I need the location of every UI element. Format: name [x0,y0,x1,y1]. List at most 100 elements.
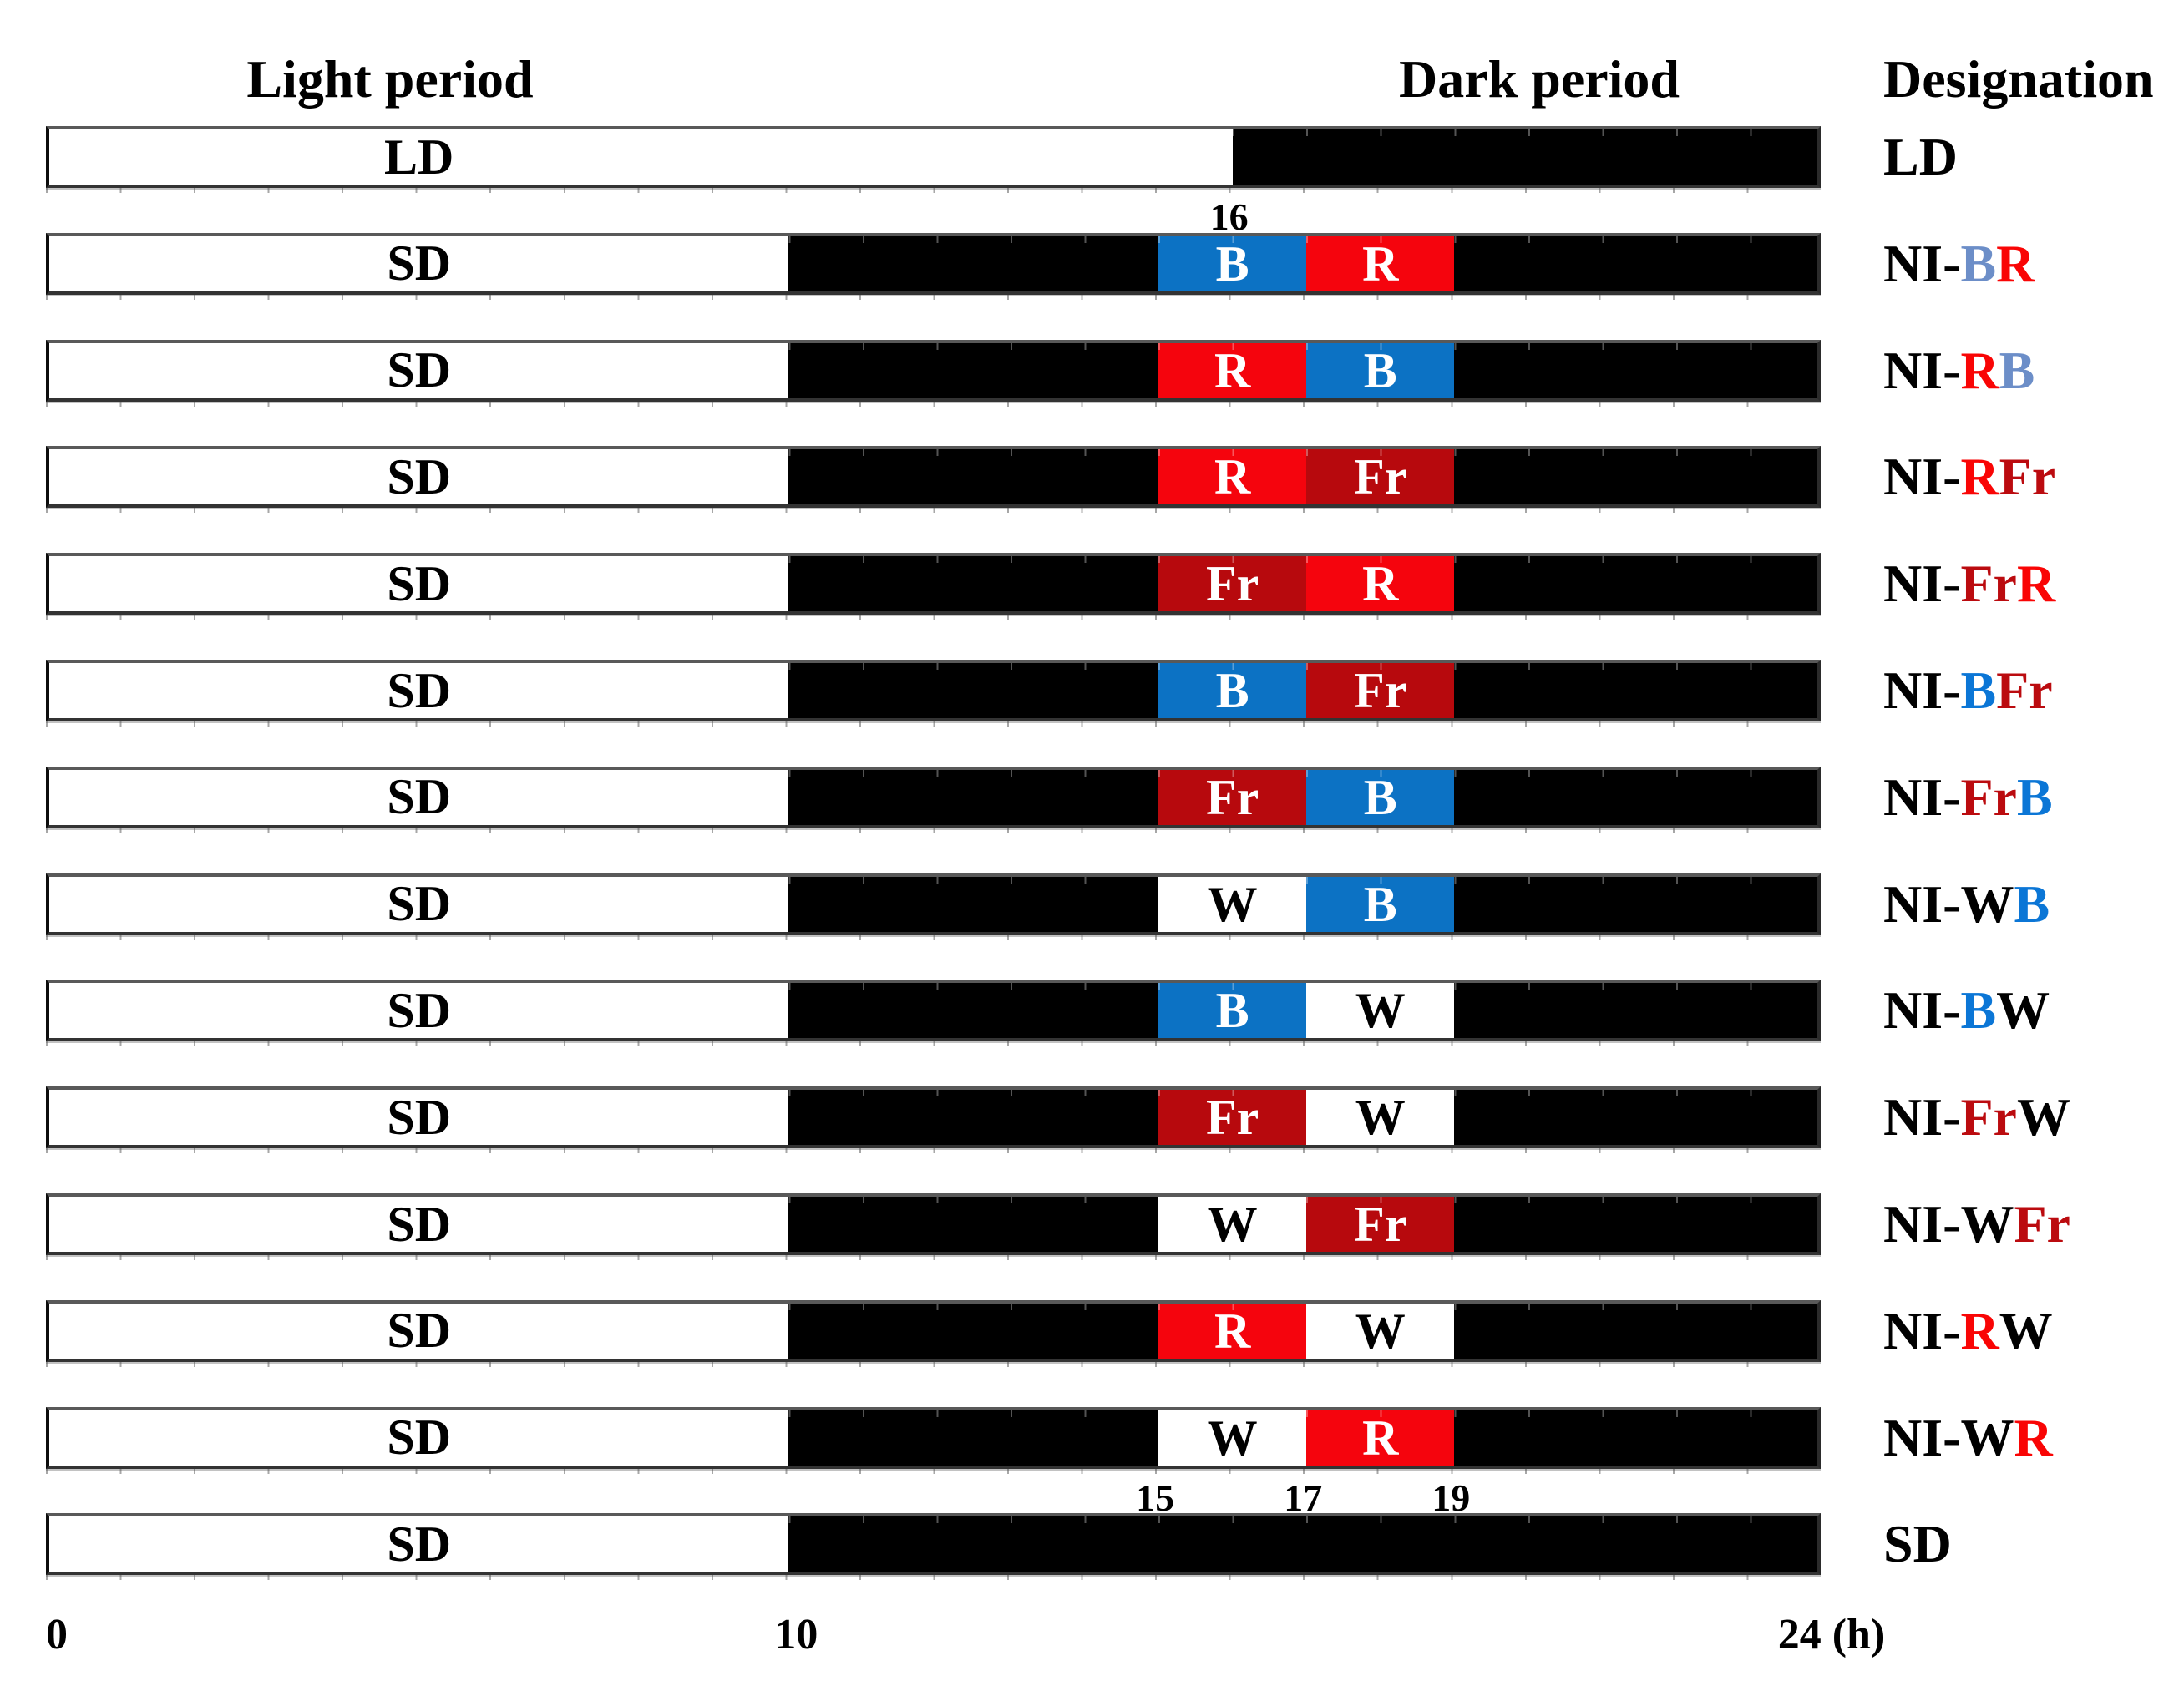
segment-black [788,235,1159,291]
segment-blue: B [1158,983,1307,1039]
designation-label: NI- Fr R [1883,553,2055,615]
segment-white [49,235,789,291]
designation-label: NI- B Fr [1883,660,2053,721]
segment-white [49,1197,789,1252]
hour-ticks-top [49,129,1817,136]
designation-part: LD [1883,127,1958,186]
treatment-bar-row-6: Fr B SD [46,766,1821,828]
segment-letter: W [1207,876,1258,932]
segment-letter: R [1362,556,1399,612]
designation-part: Fr [1996,661,2053,720]
designation-label: NI- Fr B [1883,767,2053,828]
designation-label: NI-W R [1883,1407,2053,1469]
designation-part: NI- [1883,1087,1961,1147]
axis-tick-label-10: 10 [774,1611,818,1658]
segment-farred: Fr [1158,556,1307,612]
treatment-bar-row-2: R B SD [46,339,1821,402]
segment-red: R [1306,1410,1455,1466]
header-designation: Designation [1883,49,2154,109]
hour-ticks-top [49,235,1817,243]
hour-ticks-bottom [46,1041,1821,1047]
designation-part: Fr [1960,1087,2017,1147]
segment-farred: Fr [1158,1090,1307,1146]
designation-part: B [1960,661,1997,720]
hour-ticks-bottom [46,934,1821,940]
segment-black [1454,1303,1817,1359]
axis-tick-label-24: 24 (h) [1777,1611,1886,1658]
segment-black [788,769,1159,825]
segment-letter: B [1363,769,1397,825]
segment-black [788,983,1159,1039]
segment-white: W [1158,1197,1307,1252]
designation-part: R [2016,554,2056,614]
segment-red: R [1306,556,1455,612]
segment-letter: R [1214,342,1251,398]
treatment-bar-row-4: Fr R SD [46,553,1821,615]
hour-ticks-top [49,1303,1817,1310]
segment-blue: B [1306,876,1455,932]
designation-part: NI- [1883,767,1961,827]
segment-black [1454,342,1817,398]
hour-ticks-bottom [46,828,1821,833]
segment-letter: R [1214,1303,1251,1359]
segment-letter: B [1215,663,1249,718]
hour-ticks-bottom [46,615,1821,620]
segment-black [1454,983,1817,1039]
segment-black [788,876,1159,932]
segment-letter: Fr [1206,1090,1259,1146]
header-dark-period: Dark period [1399,49,1680,109]
designation-part: R [1996,233,2035,293]
hour-ticks-bottom [46,1148,1821,1154]
designation-part: NI- [1883,661,1961,720]
designation-part: NI-W [1883,1407,2014,1467]
designation-label: NI- B W [1883,980,2050,1041]
segment-white [49,449,789,505]
designation-part: NI- [1883,340,1961,400]
designation-part: R [1960,1300,1999,1360]
hour-ticks-top [49,983,1817,990]
segment-blue: B [1306,342,1455,398]
segment-letter: W [1355,1303,1406,1359]
hour-marker-17: 17 [1284,1476,1323,1519]
designation-part: B [2016,767,2053,827]
segment-blue: B [1306,769,1455,825]
designation-part: NI- [1883,554,1961,614]
segment-white [49,1410,789,1466]
designation-part: Fr [2014,1194,2070,1253]
designation-label: NI- R Fr [1883,446,2055,508]
segment-white: W [1306,1303,1455,1359]
segment-black [788,1197,1159,1252]
hour-ticks-bottom [46,1575,1821,1581]
designation-label: NI- R B [1883,340,2035,402]
hour-ticks-bottom [46,294,1821,300]
designation-part: R [2014,1407,2053,1467]
segment-letter: R [1362,235,1399,291]
segment-white: W [1158,1410,1307,1466]
hour-ticks-bottom [46,1468,1821,1474]
segment-black [1454,1090,1817,1146]
segment-black [788,663,1159,718]
treatment-bar-row-5: B Fr SD [46,660,1821,721]
segment-white [49,663,789,718]
designation-part: W [1996,980,2050,1040]
segment-black [788,449,1159,505]
segment-white [49,1090,789,1146]
designation-part: R [1960,340,1999,400]
segment-black [788,342,1159,398]
segment-letter: Fr [1206,556,1259,612]
header-light-period: Light period [246,49,534,109]
designation-label: NI- B R [1883,233,2035,295]
hour-marker-19: 19 [1432,1476,1471,1519]
designation-part: B [1960,233,1997,293]
hour-ticks-bottom [46,188,1821,193]
designation-part: NI- [1883,980,1961,1040]
hour-ticks-bottom [46,1361,1821,1367]
segment-black [1232,129,1817,185]
designation-label: NI- R W [1883,1300,2053,1362]
segment-black [1454,556,1817,612]
segment-black [788,1090,1159,1146]
hour-ticks-bottom [46,721,1821,727]
designation-part: NI- [1883,233,1961,293]
designation-part: NI-W [1883,873,2014,934]
designation-label: LD [1883,126,1958,188]
